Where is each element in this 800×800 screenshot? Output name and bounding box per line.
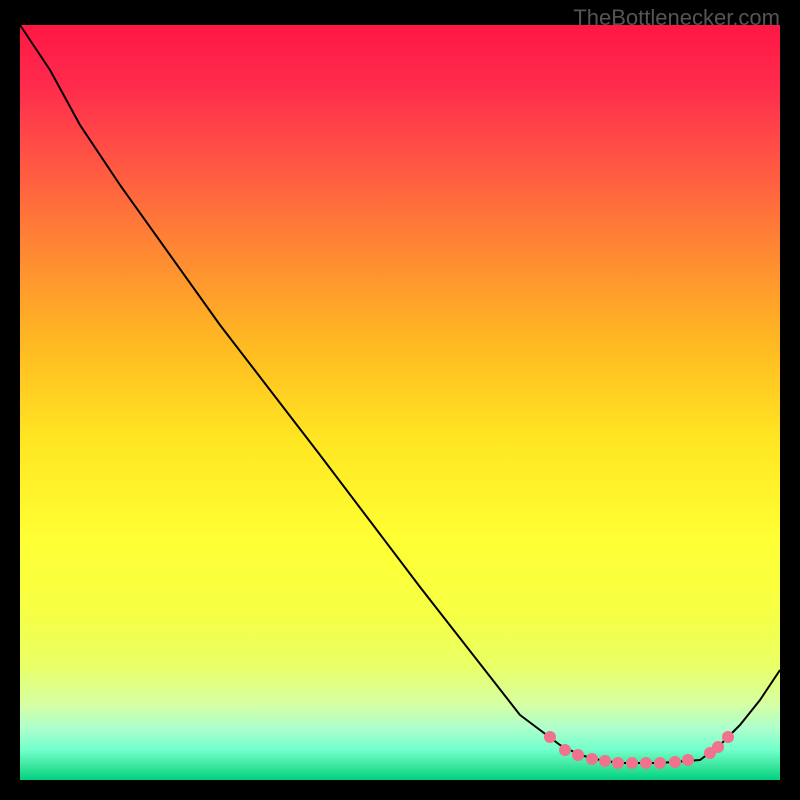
- watermark-text: TheBottlenecker.com: [573, 5, 780, 31]
- bottleneck-chart: [20, 25, 780, 780]
- chart-container: [20, 25, 780, 780]
